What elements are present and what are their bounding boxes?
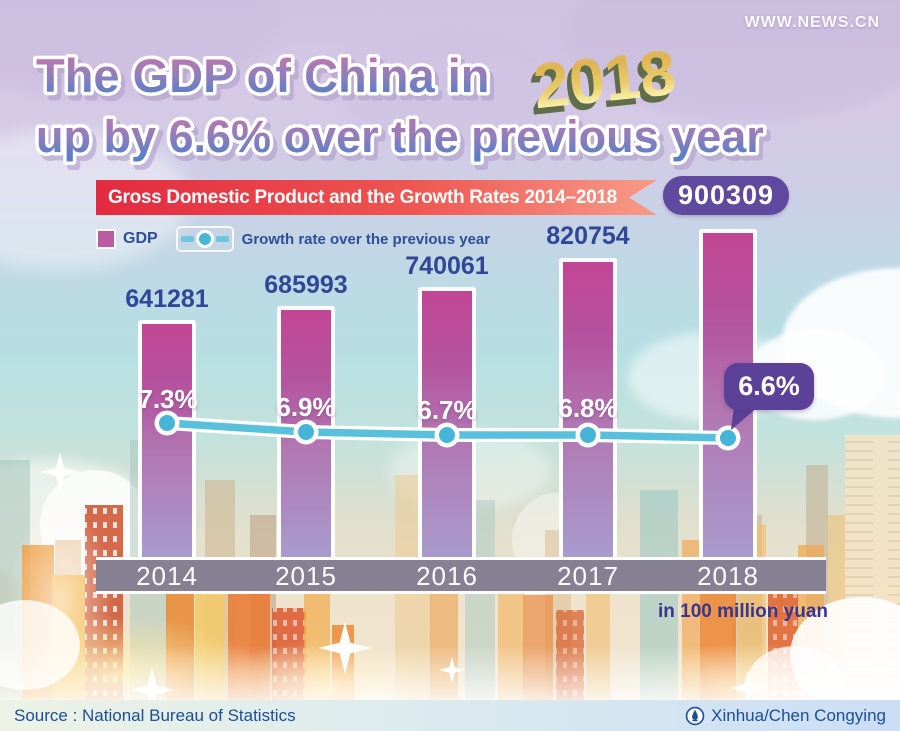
- legend-dash-icon: [180, 236, 194, 242]
- title-line2-shadow: up by 6.6% over the previous year: [40, 116, 768, 167]
- year-label-2016: 2016: [416, 561, 478, 591]
- gdp-bar-2016: [418, 287, 476, 557]
- legend-dash-icon: [215, 236, 229, 242]
- footer-bar: Source : National Bureau of Statistics X…: [0, 700, 900, 731]
- website-watermark: WWW.NEWS.CN: [744, 14, 880, 31]
- gdp-bar-2014: [138, 320, 196, 557]
- cloud-shape: [330, 30, 590, 150]
- bar-value-2017: 820754: [546, 222, 630, 250]
- rate-label-2017: 6.8%: [558, 393, 618, 423]
- x-axis-band: 2014 2015 2016 2017 2018: [96, 557, 826, 594]
- poster-title: The GDP of China in up by 6.6% over the …: [33, 36, 772, 170]
- growth-rate-points: [154, 410, 741, 451]
- rate-label-2016: 6.7%: [417, 395, 477, 425]
- bar-value-2016: 740061: [405, 252, 489, 280]
- rate-label-2015: 6.9%: [276, 392, 336, 422]
- gdp-bar-2017: [559, 258, 617, 557]
- source-text: Source : National Bureau of Statistics: [14, 705, 296, 725]
- title-year: 2018: [530, 36, 679, 122]
- chart-title-ribbon: Gross Domestic Product and the Growth Ra…: [96, 180, 657, 215]
- bar-value-2014: 641281: [125, 285, 209, 313]
- gdp-legend-swatch: [96, 229, 116, 249]
- growth-legend-label: Growth rate over the previous year: [241, 230, 491, 248]
- title-line2: up by 6.6% over the previous year: [36, 111, 764, 162]
- title-line1: The GDP of China in: [36, 49, 489, 102]
- rate-label-2018-bubble: 6.6%: [724, 363, 814, 410]
- unit-note: in 100 million yuan: [658, 601, 828, 622]
- credit-label: Xinhua/Chen Congying: [711, 705, 886, 725]
- year-label-2015: 2015: [275, 561, 337, 591]
- growth-line-legend-glyph: [175, 226, 234, 252]
- legend-dot-icon: [195, 230, 214, 248]
- xinhua-logo-icon: [685, 706, 705, 725]
- sparkle-stars: [40, 452, 766, 700]
- year-label-2018: 2018: [697, 561, 759, 591]
- gdp-2018-badge: 900309: [663, 176, 789, 215]
- title-year-shadow: 2018: [526, 42, 675, 128]
- year-label-2017: 2017: [557, 561, 619, 591]
- credit-text: Xinhua/Chen Congying: [685, 706, 900, 726]
- title-line1-shadow: The GDP of China in: [40, 54, 493, 107]
- gdp-legend-label: GDP: [123, 230, 158, 247]
- year-label-2014: 2014: [136, 561, 198, 591]
- chart-legend: GDP Growth rate over the previous year: [96, 226, 491, 252]
- chart-title-text: Gross Domestic Product and the Growth Ra…: [108, 186, 617, 208]
- rate-label-2014: 7.3%: [138, 384, 198, 414]
- bar-value-2015: 685993: [264, 271, 348, 299]
